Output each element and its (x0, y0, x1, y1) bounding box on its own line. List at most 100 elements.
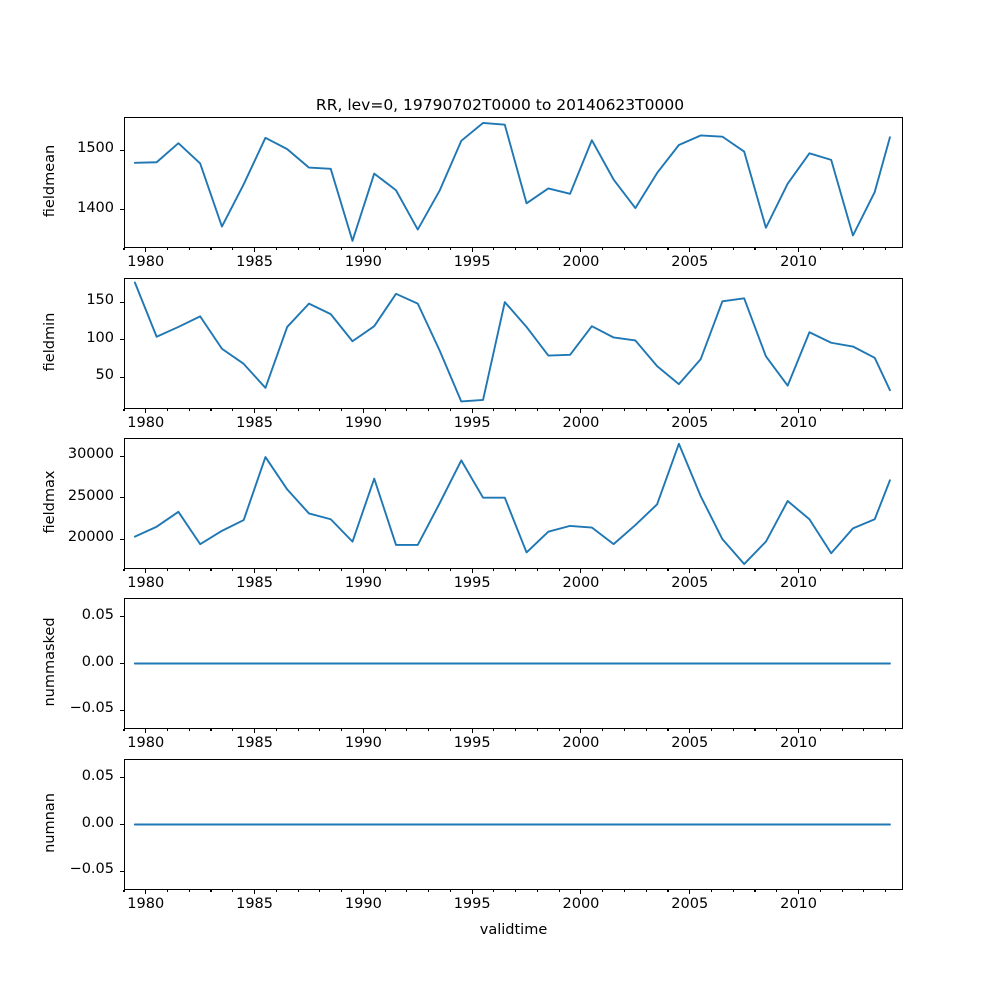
x-tick-mark-minor (297, 409, 299, 412)
x-tick-mark-minor (885, 409, 887, 412)
y-tick-label: −0.05 (69, 700, 114, 717)
y-tick-label: 1400 (77, 199, 114, 216)
x-tick-mark-minor (449, 248, 451, 251)
y-tick-label: 20000 (67, 529, 114, 546)
x-tick-mark-minor (297, 248, 299, 251)
x-tick-mark-minor (232, 729, 234, 732)
x-tick-mark-major (689, 569, 691, 573)
x-tick-mark-minor (188, 890, 190, 893)
x-tick-mark-minor (536, 409, 538, 412)
x-tick-mark-minor (449, 569, 451, 572)
x-tick-mark-minor (384, 569, 386, 572)
x-tick-mark-minor (384, 409, 386, 412)
y-axis-label-numnan: numnan (42, 792, 58, 853)
x-tick-label: 2005 (671, 575, 709, 591)
x-tick-mark-minor (667, 409, 669, 412)
y-tick-label: 0.00 (81, 653, 114, 670)
x-tick-mark-major (798, 569, 800, 573)
x-tick-mark-major (471, 569, 473, 573)
x-tick-mark-minor (863, 409, 865, 412)
x-tick-mark-minor (732, 409, 734, 412)
x-tick-mark-minor (297, 890, 299, 893)
y-tick-mark (120, 149, 124, 151)
subplot-numnan (124, 759, 903, 890)
y-tick-mark (120, 209, 124, 211)
x-tick-mark-major (145, 890, 147, 894)
x-tick-mark-minor (449, 409, 451, 412)
x-tick-mark-minor (166, 569, 169, 572)
x-tick-mark-minor (536, 729, 538, 732)
x-tick-label: 1995 (453, 415, 491, 431)
y-tick-mark (120, 662, 124, 665)
x-tick-mark-minor (210, 890, 212, 893)
x-tick-mark-minor (863, 248, 865, 251)
y-tick-label: 0.05 (81, 767, 114, 784)
x-tick-label: 2000 (562, 735, 600, 751)
x-tick-mark-minor (493, 729, 495, 732)
x-tick-mark-minor (428, 890, 430, 893)
x-tick-mark-minor (210, 569, 212, 572)
x-tick-mark-minor (297, 729, 299, 732)
x-tick-mark-minor (885, 248, 887, 251)
x-tick-mark-major (254, 729, 256, 733)
x-tick-label: 2010 (780, 415, 817, 431)
figure-title: RR, lev=0, 19790702T0000 to 20140623T000… (315, 96, 685, 114)
x-tick-label: 2005 (671, 254, 709, 270)
y-tick-label: 50 (95, 367, 114, 384)
x-tick-mark-minor (188, 729, 190, 732)
x-tick-mark-minor (384, 890, 386, 893)
y-tick-mark (120, 538, 124, 540)
x-tick-mark-major (471, 248, 473, 252)
x-tick-mark-minor (710, 890, 713, 893)
x-tick-mark-minor (819, 569, 821, 572)
x-tick-mark-minor (754, 729, 756, 732)
x-tick-mark-minor (645, 729, 647, 732)
x-tick-mark-minor (319, 248, 321, 251)
x-tick-label: 1980 (127, 254, 165, 270)
x-tick-mark-minor (384, 729, 386, 732)
x-tick-mark-minor (536, 569, 538, 572)
x-tick-mark-minor (232, 890, 234, 893)
x-tick-mark-minor (819, 729, 821, 732)
x-tick-mark-minor (493, 409, 495, 412)
x-tick-mark-minor (515, 569, 517, 572)
x-tick-mark-minor (667, 569, 669, 572)
x-tick-label: 2000 (562, 575, 600, 591)
x-tick-mark-minor (275, 729, 277, 732)
x-tick-label: 2000 (562, 254, 600, 270)
x-tick-mark-minor (645, 248, 647, 251)
x-tick-mark-minor (602, 248, 604, 251)
x-tick-mark-minor (754, 569, 756, 572)
x-tick-mark-minor (885, 569, 887, 572)
x-tick-mark-minor (623, 248, 626, 251)
x-tick-mark-minor (710, 569, 713, 572)
y-tick-mark (120, 301, 124, 303)
x-tick-label: 2000 (562, 896, 600, 912)
x-tick-mark-minor (515, 248, 517, 251)
x-tick-mark-minor (558, 248, 560, 251)
x-tick-mark-major (689, 409, 691, 413)
x-tick-mark-major (254, 248, 256, 252)
x-tick-mark-minor (819, 248, 821, 251)
y-tick-label: −0.05 (69, 861, 114, 878)
x-tick-mark-minor (493, 248, 495, 251)
x-tick-mark-minor (123, 890, 125, 893)
x-tick-mark-major (689, 729, 691, 733)
x-tick-mark-major (580, 248, 582, 252)
x-tick-mark-minor (232, 569, 234, 572)
y-tick-mark (120, 777, 124, 779)
x-tick-mark-major (580, 890, 582, 894)
x-tick-mark-minor (166, 248, 169, 251)
x-tick-mark-minor (558, 569, 560, 572)
x-tick-mark-major (362, 569, 364, 573)
x-tick-mark-minor (428, 409, 430, 412)
x-tick-mark-major (798, 729, 800, 733)
subplot-nummasked (124, 598, 903, 729)
x-tick-label: 2005 (671, 415, 709, 431)
y-tick-label: 1500 (77, 140, 114, 157)
x-tick-mark-major (362, 890, 364, 894)
x-tick-mark-minor (819, 890, 821, 893)
x-tick-mark-minor (536, 890, 538, 893)
x-tick-mark-minor (602, 569, 604, 572)
y-tick-label: 25000 (67, 487, 114, 504)
